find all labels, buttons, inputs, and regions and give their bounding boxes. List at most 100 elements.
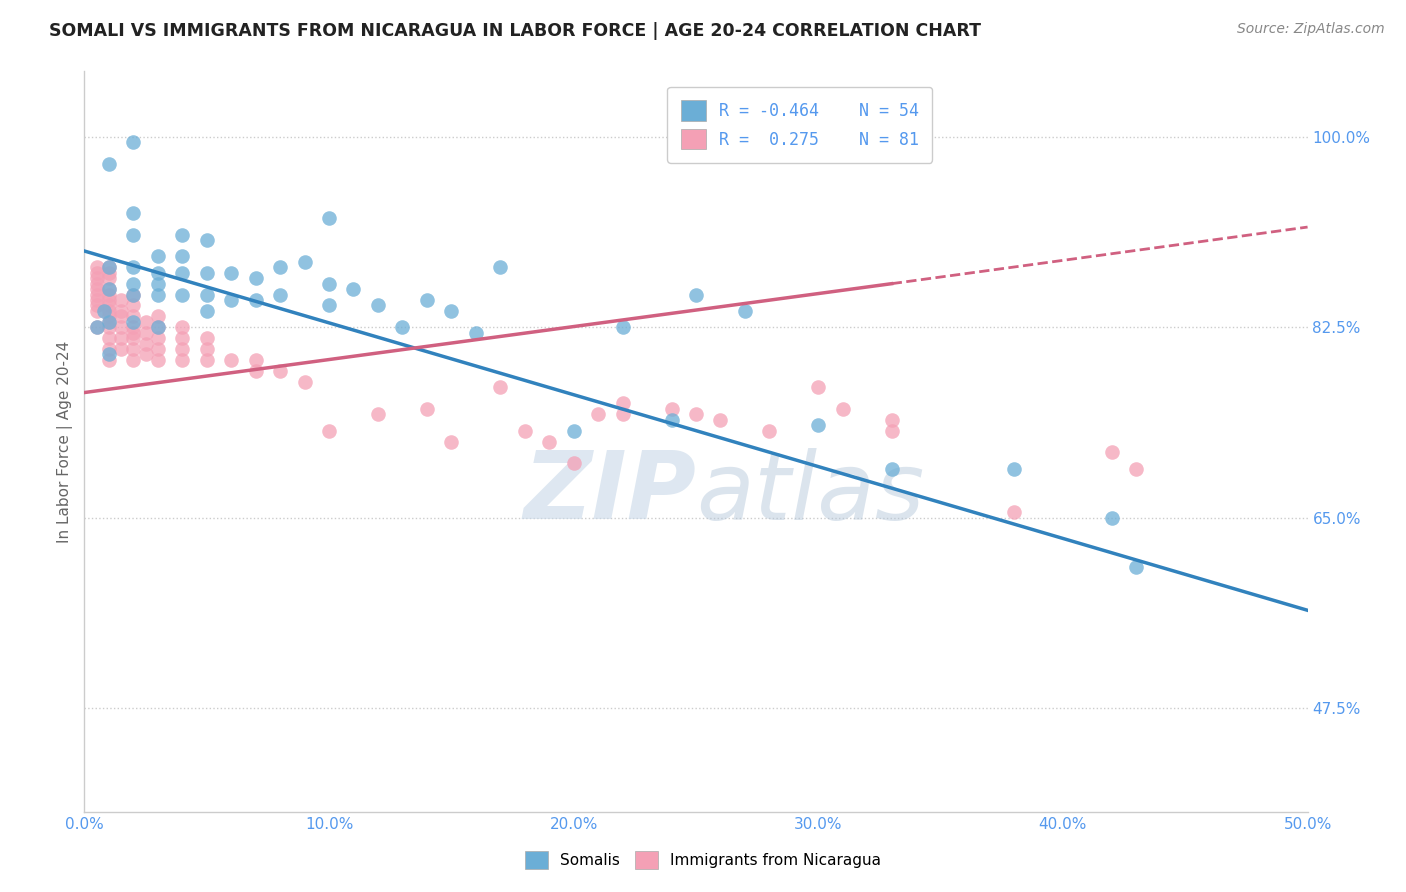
Point [245,352,267,367]
Point [219,352,242,367]
Point [195,233,218,247]
Point [122,298,145,312]
Point [172,331,194,345]
Point [146,287,169,301]
Point [391,320,413,334]
Point [562,456,585,470]
Point [135,347,157,361]
Point [172,320,194,334]
Point [416,293,439,307]
Point [86,271,108,285]
Point [294,375,316,389]
Point [122,287,145,301]
Point [110,342,132,356]
Point [86,320,108,334]
Point [122,206,145,220]
Point [172,227,194,242]
Point [318,211,340,226]
Point [195,342,218,356]
Point [489,380,512,394]
Text: Source: ZipAtlas.com: Source: ZipAtlas.com [1237,22,1385,37]
Point [146,310,169,324]
Point [86,287,108,301]
Point [97,315,120,329]
Point [440,434,463,449]
Point [195,266,218,280]
Point [122,352,145,367]
Point [146,320,169,334]
Point [146,250,169,264]
Point [172,342,194,356]
Point [367,298,389,312]
Point [86,277,108,291]
Point [97,260,120,275]
Point [97,282,120,296]
Point [1125,462,1147,476]
Point [97,287,120,301]
Point [97,315,120,329]
Point [146,331,169,345]
Point [807,380,830,394]
Point [245,293,267,307]
Point [146,266,169,280]
Point [880,462,903,476]
Point [661,413,683,427]
Y-axis label: In Labor Force | Age 20-24: In Labor Force | Age 20-24 [58,341,73,542]
Point [146,342,169,356]
Point [97,266,120,280]
Point [86,293,108,307]
Point [489,260,512,275]
Point [612,320,634,334]
Point [318,298,340,312]
Point [734,304,756,318]
Point [146,277,169,291]
Point [122,320,145,334]
Point [146,352,169,367]
Point [880,413,903,427]
Point [219,266,242,280]
Point [172,266,194,280]
Point [86,260,108,275]
Point [269,260,291,275]
Point [110,331,132,345]
Point [318,277,340,291]
Point [758,424,780,438]
Point [110,293,132,307]
Point [562,424,585,438]
Point [97,260,120,275]
Point [110,320,132,334]
Point [269,287,291,301]
Point [1125,559,1147,574]
Point [294,255,316,269]
Point [1002,462,1025,476]
Point [122,277,145,291]
Point [318,424,340,438]
Point [612,396,634,410]
Point [709,413,731,427]
Point [86,266,108,280]
Point [122,135,145,149]
Point [195,352,218,367]
Text: ZIP: ZIP [523,448,696,540]
Point [513,424,536,438]
Point [86,304,108,318]
Point [269,364,291,378]
Point [685,407,707,421]
Point [464,326,486,340]
Point [586,407,609,421]
Point [219,293,242,307]
Point [97,157,120,171]
Point [86,320,108,334]
Point [538,434,561,449]
Point [110,304,132,318]
Point [245,271,267,285]
Point [367,407,389,421]
Point [110,310,132,324]
Point [135,326,157,340]
Point [97,320,120,334]
Text: SOMALI VS IMMIGRANTS FROM NICARAGUA IN LABOR FORCE | AGE 20-24 CORRELATION CHART: SOMALI VS IMMIGRANTS FROM NICARAGUA IN L… [49,22,981,40]
Point [1002,505,1025,519]
Point [122,326,145,340]
Point [1101,445,1123,459]
Point [122,227,145,242]
